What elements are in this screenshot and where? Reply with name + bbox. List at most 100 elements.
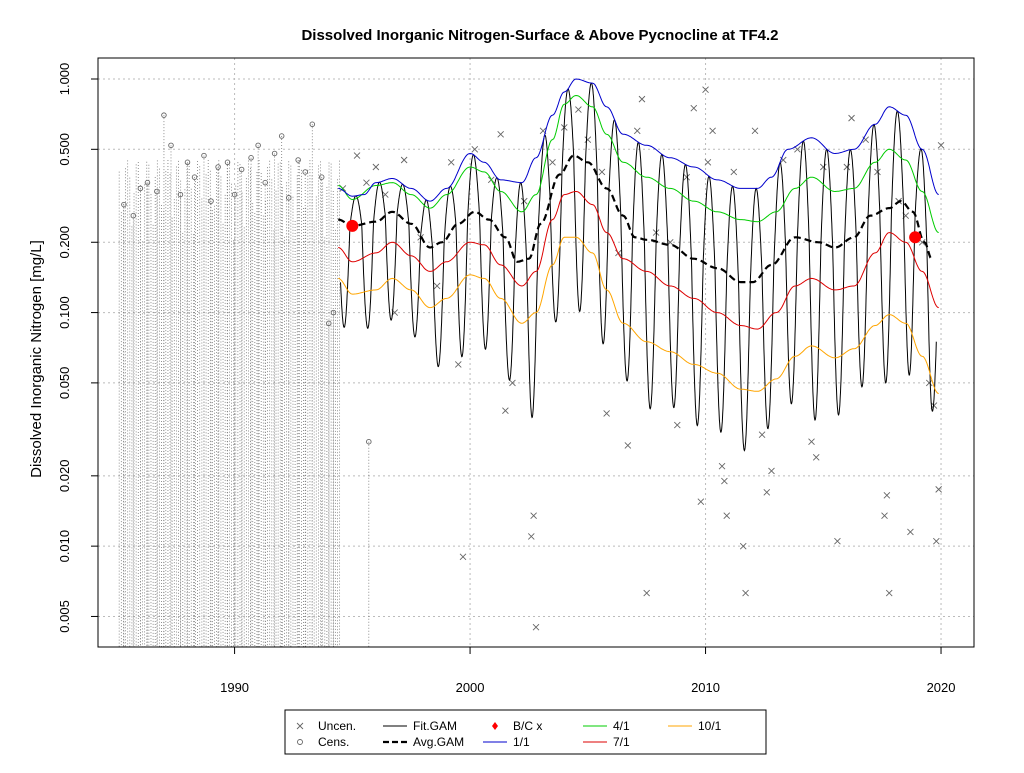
censored-dotted-lines <box>118 160 341 647</box>
legend-box <box>284 709 767 755</box>
uncensored-point <box>509 379 516 387</box>
legend-entry: 4/1 <box>583 719 630 733</box>
uncensored-point <box>459 553 467 561</box>
plot-frame <box>97 57 975 648</box>
uncensored-point <box>454 361 462 368</box>
y-tick-label: 0.200 <box>57 226 72 259</box>
uncensored-point <box>751 127 759 135</box>
legend-entry: 7/1 <box>583 735 630 749</box>
uncensored-point <box>683 173 691 181</box>
censored-point <box>130 212 137 219</box>
censored-point <box>326 320 332 327</box>
censored-point <box>238 166 245 173</box>
uncensored-point <box>881 512 888 520</box>
y-axis-label: Dissolved Inorganic Nitrogen [mg/L] <box>28 240 45 478</box>
uncensored-point <box>643 589 650 597</box>
chart-title: Dissolved Inorganic Nitrogen-Surface & A… <box>301 27 778 44</box>
uncensored-point <box>697 498 705 506</box>
uncensored-point <box>363 179 370 186</box>
legend-label: Uncen. <box>318 719 356 733</box>
uncensored-point <box>808 438 815 446</box>
legend-label: Avg.GAM <box>413 735 464 749</box>
y-tick-label: 0.010 <box>57 530 72 563</box>
censored-point <box>161 112 167 118</box>
uncensored-point <box>598 168 606 176</box>
uncensored-point <box>763 488 771 496</box>
censored-point <box>137 185 144 192</box>
uncensored-point <box>353 152 361 159</box>
censored-point <box>278 133 285 139</box>
legend-items: Uncen. Cens. Fit.GAM Avg.GAM B/C x 1/1 4/1 7/1 1… <box>296 719 722 749</box>
legend-label: B/C x <box>513 719 542 733</box>
uncensored-point <box>883 492 891 499</box>
censored-point <box>262 179 268 186</box>
uncensored-point <box>549 158 556 166</box>
uncensored-point <box>709 127 716 135</box>
legend-label: 7/1 <box>613 735 630 749</box>
censored-point <box>318 174 325 180</box>
censored-point <box>255 142 261 149</box>
censored-point <box>168 142 174 149</box>
fit-layer <box>340 82 937 452</box>
uncensored-point <box>885 589 893 597</box>
legend-label: 4/1 <box>613 719 630 733</box>
legend-label: Cens. <box>318 735 349 749</box>
uncensored-point <box>520 197 528 205</box>
censored-point <box>144 179 151 186</box>
bc-layer <box>346 219 922 244</box>
uncensored-point <box>400 156 408 164</box>
bc-point <box>909 231 922 244</box>
censored-point <box>248 155 254 161</box>
fit-gam-line <box>340 82 937 452</box>
uncensored-point <box>925 379 933 387</box>
censored-point <box>177 191 184 198</box>
series-line-10-1 <box>338 236 939 395</box>
legend-diamond-icon <box>492 722 498 730</box>
uncensored-point <box>721 477 728 485</box>
uncensored-point <box>527 533 535 540</box>
uncensored-point <box>690 104 698 112</box>
legend-label: 1/1 <box>513 735 530 749</box>
uncensored-point <box>530 512 537 520</box>
uncensored-point <box>584 136 592 143</box>
x-tick-label: 2000 <box>456 680 485 695</box>
censored-point <box>154 188 160 195</box>
censored-point <box>285 195 292 201</box>
uncensored-point <box>819 163 827 171</box>
legend-entry: 1/1 <box>483 735 530 749</box>
censored-point <box>184 159 191 166</box>
axes-layer: 1990 2000 2010 2020 0.005 0.010 0.020 0.050 0.10… <box>57 63 955 695</box>
y-tick-label: 0.005 <box>57 600 72 633</box>
censored-layer <box>118 112 372 647</box>
censored-point <box>366 438 372 445</box>
uncensored-layer <box>339 86 945 631</box>
uncensored-point <box>471 145 479 153</box>
censored-point <box>201 152 207 159</box>
censored-point <box>330 309 337 316</box>
uncensored-point <box>638 95 646 103</box>
uncensored-point <box>843 163 851 171</box>
legend-cross-icon <box>296 722 304 730</box>
uncensored-point <box>603 410 610 417</box>
series-line-1-1 <box>338 78 939 202</box>
uncensored-point <box>502 407 509 415</box>
legend: Uncen. Cens. Fit.GAM Avg.GAM B/C x 1/1 4/1 7/1 1… <box>284 709 767 755</box>
uncensored-point <box>633 127 641 135</box>
uncensored-point <box>768 467 775 475</box>
censored-point <box>302 169 308 175</box>
uncensored-point <box>937 142 945 149</box>
censored-point <box>271 150 278 157</box>
y-tick-label: 1.000 <box>57 63 72 96</box>
legend-entry: B/C x <box>492 719 542 733</box>
uncensored-point <box>935 486 942 493</box>
series-layer <box>338 78 939 395</box>
uncensored-point <box>907 528 914 536</box>
uncensored-point <box>834 537 841 545</box>
uncensored-point <box>730 168 738 176</box>
censored-point <box>215 164 221 170</box>
x-tick-label: 2020 <box>927 680 956 695</box>
uncensored-point <box>812 454 820 461</box>
bc-point <box>346 219 359 232</box>
